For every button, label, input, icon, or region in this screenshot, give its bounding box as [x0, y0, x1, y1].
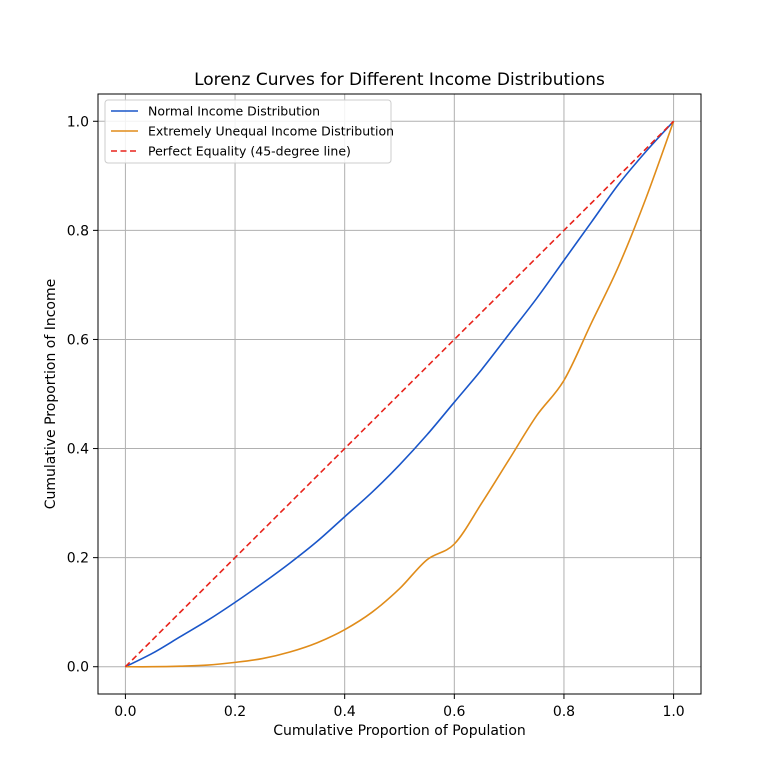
grid-layer: [98, 94, 701, 694]
y-tick-label: 0.8: [67, 223, 89, 239]
x-tick-label: 0.4: [334, 704, 356, 720]
y-tick-label: 1.0: [67, 114, 89, 130]
x-tick-label: 0.8: [553, 704, 575, 720]
legend-entry-equality: Perfect Equality (45-degree line): [111, 144, 351, 159]
y-tick-label: 0.2: [67, 551, 89, 567]
legend-label: Normal Income Distribution: [148, 104, 320, 119]
legend-entry-unequal: Extremely Unequal Income Distribution: [111, 124, 394, 139]
y-axis-label: Cumulative Proportion of Income: [43, 279, 59, 510]
series-layer: [124, 120, 675, 668]
x-tick-label: 0.6: [443, 704, 465, 720]
legend: Normal Income Distribution Extremely Uneq…: [104, 99, 394, 164]
normal-income-line: [125, 120, 675, 668]
y-tick-label: 0.0: [67, 660, 89, 676]
y-tick-label: 0.4: [67, 442, 89, 458]
legend-entry-normal: Normal Income Distribution: [111, 104, 320, 119]
legend-entries: Normal Income Distribution Extremely Uneq…: [111, 104, 394, 159]
legend-label: Extremely Unequal Income Distribution: [148, 124, 394, 139]
x-tick-label: 0.2: [224, 704, 246, 720]
x-axis-label: Cumulative Proportion of Population: [273, 723, 526, 739]
unequal-income-line: [125, 121, 675, 668]
y-tick-label: 0.6: [67, 332, 89, 348]
perfect-equality-line: [124, 120, 675, 668]
y-axis-ticks: 0.0 0.2 0.4 0.6 0.8 1.0: [67, 114, 98, 676]
legend-box: [104, 99, 392, 164]
x-tick-label: 1.0: [662, 704, 684, 720]
plot-frame: [97, 93, 702, 695]
chart-title: Lorenz Curves for Different Income Distr…: [194, 70, 605, 90]
legend-label: Perfect Equality (45-degree line): [148, 144, 351, 159]
x-tick-label: 0.0: [114, 704, 136, 720]
x-axis-ticks: 0.0 0.2 0.4 0.6 0.8 1.0: [114, 694, 685, 720]
